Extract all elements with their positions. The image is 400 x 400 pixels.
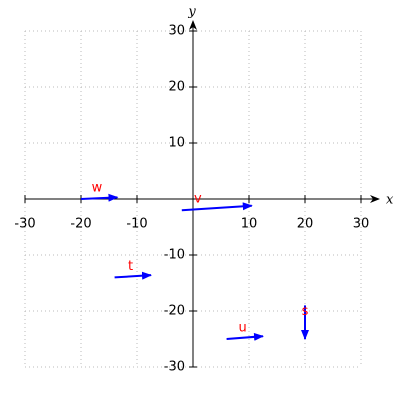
x-tick-label: 30: [353, 217, 370, 232]
vector-label: u: [238, 321, 246, 336]
x-tick-label: 20: [297, 217, 314, 232]
vector-arrow: [181, 202, 253, 212]
y-tick-label: 20: [168, 80, 185, 95]
x-tick-label: 10: [241, 217, 258, 232]
y-tick-label: 30: [168, 24, 185, 39]
y-tick-label: -30: [164, 360, 185, 375]
x-tick-label: -20: [70, 217, 91, 232]
vector-label: s: [302, 304, 309, 319]
vector-arrow: [114, 271, 152, 280]
x-tick-label: -30: [14, 217, 35, 232]
y-tick-label: -10: [164, 248, 185, 263]
y-tick-label: -20: [164, 304, 185, 319]
vector-label: w: [92, 181, 103, 196]
x-axis-label: x: [386, 193, 394, 208]
vector-label: t: [128, 259, 133, 274]
vector-arrow: [80, 193, 119, 202]
y-axis-label: y: [187, 5, 196, 20]
vector-arrow: [226, 332, 264, 341]
y-tick-label: 10: [168, 136, 185, 151]
vector-label: v: [194, 192, 202, 207]
x-tick-label: -10: [126, 217, 147, 232]
